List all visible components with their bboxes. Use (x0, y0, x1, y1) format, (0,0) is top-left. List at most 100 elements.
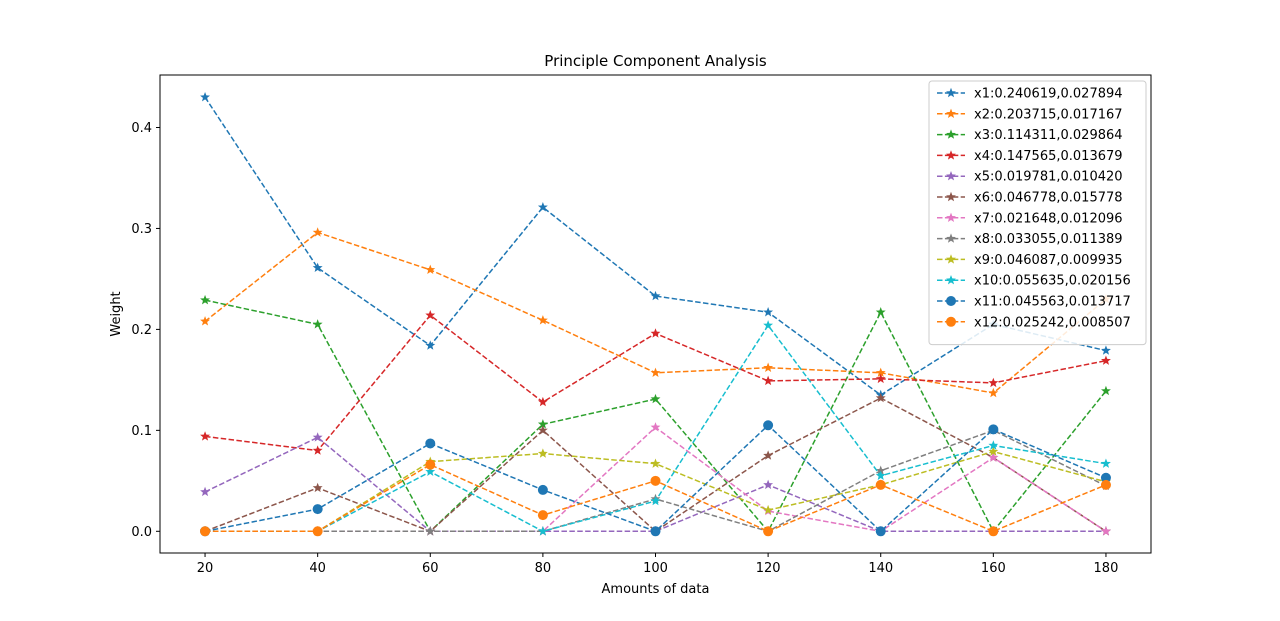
legend-marker (946, 108, 956, 119)
data-point (650, 526, 661, 537)
legend-marker (946, 171, 956, 181)
legend-entry-11: x11:0.045563,0.013717 (937, 295, 1131, 310)
legend-label: x8:0.033055,0.011389 (974, 232, 1123, 247)
data-point (875, 307, 886, 317)
data-point (988, 452, 999, 462)
legend-label: x6:0.046778,0.015778 (974, 191, 1123, 206)
legend-marker (946, 150, 956, 160)
data-point (763, 504, 774, 515)
legend-entry-12: x12:0.025242,0.008507 (937, 315, 1131, 330)
legend: x1:0.240619,0.027894 x2:0.203715,0.017167… (928, 80, 1147, 346)
data-point (537, 419, 548, 429)
chart-title: Principle Component Analysis (544, 52, 767, 70)
legend-label: x1:0.240619,0.027894 (974, 87, 1123, 102)
data-point (988, 424, 999, 435)
x-tick-label: 20 (197, 561, 214, 576)
series-line (204, 96, 1107, 396)
data-point (650, 495, 661, 506)
data-point (425, 310, 436, 320)
data-point (312, 526, 323, 537)
data-point (537, 202, 548, 212)
data-point (312, 504, 323, 515)
x-tick-label: 40 (309, 561, 326, 576)
legend-entry-2: x2:0.203715,0.017167 (937, 107, 1123, 122)
data-point (875, 479, 886, 490)
data-point (312, 319, 323, 329)
y-tick-label: 0.2 (131, 323, 152, 338)
data-point (763, 526, 774, 537)
legend-entry-8: x8:0.033055,0.011389 (937, 232, 1123, 247)
data-point (200, 294, 210, 305)
y-axis: 0.0 0.1 0.2 0.3 0.4 (131, 121, 160, 540)
series-line (204, 436, 1106, 533)
legend-entry-3: x3:0.114311,0.029864 (937, 128, 1123, 143)
data-point (537, 484, 548, 495)
data-point (875, 465, 886, 475)
data-point (1101, 385, 1111, 396)
data-point (650, 367, 661, 378)
data-point (200, 486, 210, 497)
data-point (425, 340, 436, 350)
legend-label: x7:0.021648,0.012096 (974, 211, 1123, 226)
legend-marker (946, 129, 956, 139)
data-point (312, 482, 323, 493)
legend-entry-9: x9:0.046087,0.009935 (937, 253, 1123, 268)
legend-marker (946, 296, 956, 306)
data-point (988, 377, 999, 388)
series-line (204, 397, 1107, 533)
x-tick-label: 120 (756, 561, 781, 576)
data-point (763, 320, 774, 330)
legend-entry-6: x6:0.046778,0.015778 (937, 191, 1123, 206)
series-4 (200, 310, 1111, 455)
data-point (312, 445, 323, 455)
data-point (1101, 458, 1111, 468)
y-axis-label: Weight (109, 291, 124, 336)
x-axis: 20 40 60 80 100 120 140 160 180 (197, 553, 1119, 576)
data-point (875, 373, 886, 384)
data-point (200, 526, 211, 537)
data-point (537, 448, 548, 458)
data-point (1101, 355, 1111, 365)
data-point (988, 446, 999, 456)
data-point (1101, 345, 1111, 355)
data-point (537, 510, 548, 521)
data-point (1101, 526, 1111, 536)
data-point (650, 422, 661, 432)
data-point (425, 459, 436, 470)
data-point (425, 438, 436, 449)
legend-entry-10: x10:0.055635,0.020156 (937, 274, 1131, 289)
data-point (763, 450, 774, 460)
legend-box (928, 80, 1147, 346)
data-point (875, 526, 886, 537)
series-12 (200, 459, 1111, 537)
legend-label: x11:0.045563,0.013717 (974, 295, 1131, 310)
plot-area (200, 92, 1111, 537)
data-point (1100, 472, 1111, 483)
data-point (763, 307, 774, 317)
legend-label: x4:0.147565,0.013679 (974, 149, 1123, 164)
data-point (875, 367, 886, 378)
x-tick-label: 80 (535, 561, 552, 576)
legend-label: x3:0.114311,0.029864 (974, 128, 1123, 143)
data-point (650, 458, 661, 468)
data-point (200, 431, 210, 441)
data-point (312, 262, 323, 273)
legend-marker (946, 191, 956, 202)
data-point (1100, 479, 1111, 490)
data-point (650, 475, 661, 486)
data-point (537, 396, 548, 407)
x-tick-label: 100 (643, 561, 668, 576)
y-tick-label: 0.0 (131, 525, 152, 540)
x-tick-label: 180 (1094, 561, 1119, 576)
data-point (537, 425, 548, 435)
legend-label: x10:0.055635,0.020156 (974, 274, 1131, 289)
data-point (875, 470, 886, 480)
legend-label: x2:0.203715,0.017167 (974, 107, 1123, 122)
data-point (763, 479, 774, 490)
legend-entry-4: x4:0.147565,0.013679 (937, 149, 1123, 164)
data-point (763, 420, 774, 431)
legend-marker (946, 212, 956, 223)
legend-marker (946, 275, 956, 285)
data-point (537, 526, 548, 536)
data-point (425, 526, 436, 536)
